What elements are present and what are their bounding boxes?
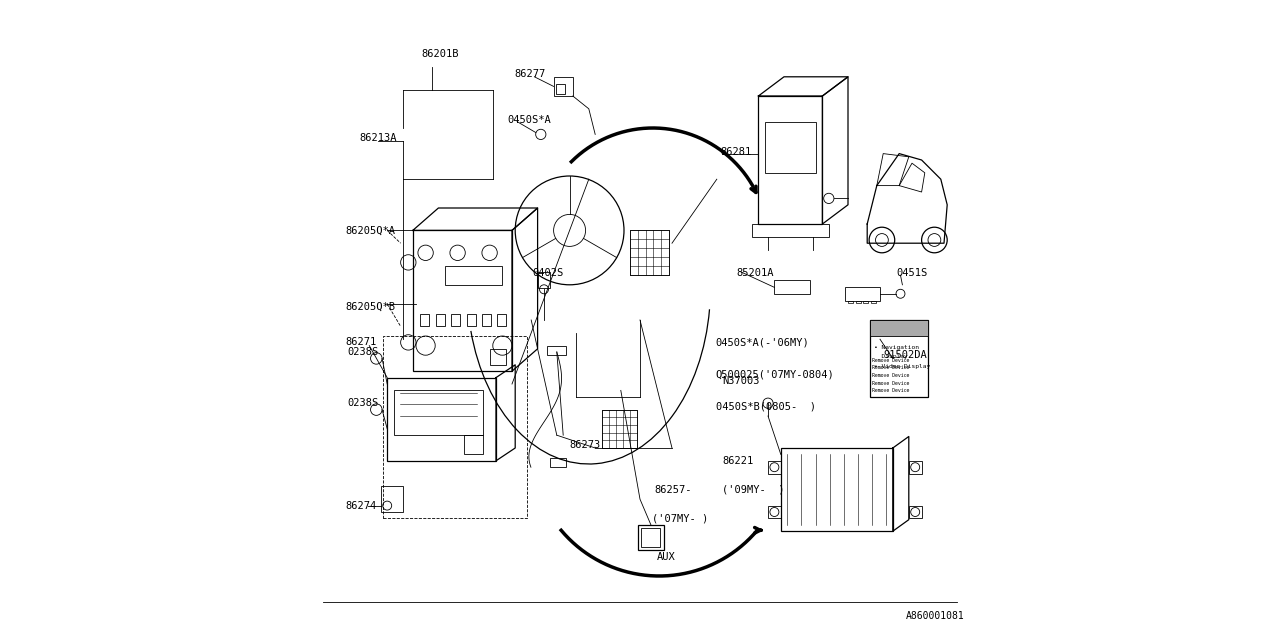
Bar bbox=[781, 448, 893, 531]
Text: 86271: 86271 bbox=[346, 337, 376, 348]
Bar bbox=[768, 506, 781, 518]
Bar bbox=[768, 461, 781, 474]
Text: 86274: 86274 bbox=[346, 500, 376, 511]
Text: Remove Device: Remove Device bbox=[873, 373, 910, 378]
Bar bbox=[435, 314, 445, 326]
Text: 0450S*A(-'06MY): 0450S*A(-'06MY) bbox=[716, 337, 809, 348]
Bar bbox=[855, 301, 860, 303]
Text: 86201B: 86201B bbox=[421, 49, 458, 60]
Bar bbox=[550, 458, 566, 467]
Bar bbox=[467, 314, 476, 326]
Text: ('07MY- ): ('07MY- ) bbox=[652, 513, 708, 524]
Text: Q500025('07MY-0804): Q500025('07MY-0804) bbox=[716, 369, 835, 380]
Bar bbox=[497, 314, 507, 326]
Bar bbox=[420, 314, 430, 326]
Bar bbox=[548, 346, 567, 355]
Bar bbox=[445, 266, 503, 285]
Text: • Video Display: • Video Display bbox=[874, 364, 929, 369]
Bar bbox=[765, 122, 817, 173]
Bar bbox=[630, 230, 668, 275]
Bar bbox=[383, 336, 527, 518]
Bar bbox=[774, 280, 810, 294]
Text: N37003: N37003 bbox=[722, 376, 759, 386]
Bar bbox=[864, 301, 869, 303]
Text: 0238S: 0238S bbox=[347, 398, 378, 408]
Text: Display: Display bbox=[874, 355, 908, 360]
Bar bbox=[602, 410, 637, 448]
Bar bbox=[387, 378, 497, 461]
Bar bbox=[554, 77, 573, 96]
Text: Remove Device: Remove Device bbox=[873, 365, 910, 371]
Bar bbox=[483, 314, 492, 326]
Bar bbox=[759, 96, 823, 224]
Bar bbox=[870, 320, 928, 397]
Bar bbox=[412, 230, 512, 371]
Text: 86281: 86281 bbox=[719, 147, 751, 157]
Bar bbox=[870, 301, 876, 303]
Text: 86205Q*B: 86205Q*B bbox=[346, 302, 396, 312]
Text: 0402S: 0402S bbox=[532, 268, 563, 278]
Text: 0450S*B(0805-  ): 0450S*B(0805- ) bbox=[716, 401, 815, 412]
Bar bbox=[641, 528, 660, 547]
Bar bbox=[465, 435, 484, 454]
Bar bbox=[849, 301, 854, 303]
Bar bbox=[845, 287, 881, 301]
Text: 85201A: 85201A bbox=[736, 268, 773, 278]
Bar bbox=[909, 461, 922, 474]
Text: 0238S: 0238S bbox=[347, 347, 378, 357]
Text: 86213A: 86213A bbox=[360, 133, 397, 143]
Text: 86221: 86221 bbox=[722, 456, 753, 466]
Bar bbox=[753, 224, 829, 237]
Bar bbox=[637, 525, 663, 550]
Bar bbox=[909, 506, 922, 518]
Text: 0450S*A: 0450S*A bbox=[507, 115, 550, 125]
Text: ('09MY-  ): ('09MY- ) bbox=[722, 484, 785, 495]
Bar bbox=[394, 390, 484, 435]
Bar bbox=[452, 314, 461, 326]
Text: AUX: AUX bbox=[657, 552, 676, 562]
Bar bbox=[490, 349, 506, 365]
Text: 86273: 86273 bbox=[570, 440, 600, 450]
Text: • Navigation: • Navigation bbox=[874, 345, 919, 350]
Text: 0451S: 0451S bbox=[896, 268, 927, 278]
Text: 86257-: 86257- bbox=[654, 484, 691, 495]
Bar bbox=[381, 486, 403, 512]
Text: Remove Device: Remove Device bbox=[873, 381, 910, 386]
Bar bbox=[870, 320, 928, 336]
Text: Remove Device: Remove Device bbox=[873, 358, 910, 363]
Text: Remove Device: Remove Device bbox=[873, 388, 910, 394]
Text: 91502DA: 91502DA bbox=[883, 350, 927, 360]
Text: 86205Q*A: 86205Q*A bbox=[346, 225, 396, 236]
Text: A860001081: A860001081 bbox=[906, 611, 964, 621]
Bar bbox=[556, 84, 566, 94]
Bar bbox=[538, 272, 550, 288]
Text: 86277: 86277 bbox=[513, 69, 545, 79]
